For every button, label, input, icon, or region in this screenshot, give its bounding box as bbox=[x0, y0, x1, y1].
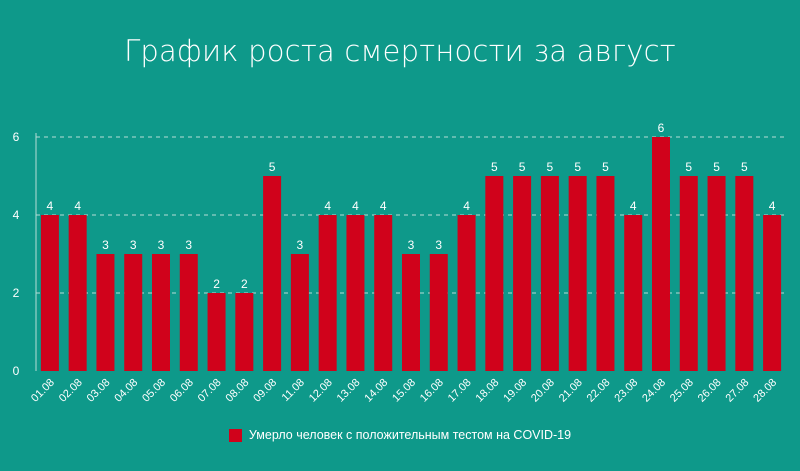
x-tick-label: 06.08 bbox=[168, 377, 196, 405]
data-label: 4 bbox=[463, 199, 470, 213]
data-label: 6 bbox=[658, 121, 665, 135]
data-label: 5 bbox=[574, 160, 581, 174]
bar bbox=[346, 215, 365, 371]
x-tick-label: 26.08 bbox=[696, 377, 724, 405]
data-label: 4 bbox=[352, 199, 359, 213]
x-tick-label: 18.08 bbox=[474, 377, 502, 405]
data-label: 5 bbox=[685, 160, 692, 174]
bar bbox=[318, 215, 337, 371]
bar bbox=[596, 176, 615, 371]
x-tick-label: 13.08 bbox=[335, 377, 363, 405]
data-label: 3 bbox=[102, 238, 109, 252]
x-tick-label: 05.08 bbox=[140, 377, 168, 405]
bar bbox=[707, 176, 726, 371]
y-tick-label: 4 bbox=[13, 208, 20, 222]
legend-label: Умерло человек с положительным тестом на… bbox=[248, 428, 572, 442]
x-tick-label: 28.08 bbox=[751, 377, 779, 405]
data-label: 3 bbox=[435, 238, 442, 252]
data-label: 4 bbox=[74, 199, 81, 213]
legend: Умерло человек с положительным тестом на… bbox=[0, 428, 800, 442]
data-label: 5 bbox=[741, 160, 748, 174]
bar bbox=[457, 215, 476, 371]
legend-swatch bbox=[228, 428, 242, 442]
x-tick-label: 01.08 bbox=[29, 377, 57, 405]
bar bbox=[402, 254, 420, 371]
x-tick-label: 24.08 bbox=[640, 377, 668, 405]
x-tick-label: 09.08 bbox=[251, 377, 279, 405]
data-label: 5 bbox=[547, 160, 554, 174]
x-tick-label: 08.08 bbox=[224, 377, 252, 405]
y-tick-label: 0 bbox=[13, 364, 20, 378]
bar bbox=[68, 215, 87, 371]
bar bbox=[40, 215, 59, 371]
bar bbox=[485, 176, 504, 371]
x-tick-label: 17.08 bbox=[446, 377, 474, 405]
data-label: 2 bbox=[241, 277, 248, 291]
bar bbox=[763, 215, 782, 371]
bar bbox=[540, 176, 559, 371]
x-tick-label: 19.08 bbox=[501, 377, 529, 405]
data-label: 3 bbox=[158, 238, 165, 252]
bar bbox=[207, 293, 226, 371]
x-tick-label: 11.08 bbox=[280, 377, 307, 404]
chart-title: График роста смертности за август bbox=[124, 34, 676, 68]
data-label: 5 bbox=[602, 160, 609, 174]
bar bbox=[290, 254, 309, 371]
bar bbox=[263, 176, 282, 371]
x-tick-label: 02.08 bbox=[57, 377, 85, 405]
x-tick-label: 23.08 bbox=[612, 377, 640, 405]
x-tick-label: 21.08 bbox=[557, 377, 585, 405]
data-label: 4 bbox=[47, 199, 54, 213]
y-tick-label: 6 bbox=[13, 130, 20, 144]
x-tick-label: 25.08 bbox=[668, 377, 696, 405]
x-tick-label: 16.08 bbox=[418, 377, 446, 405]
bar bbox=[96, 254, 115, 371]
x-tick-label: 22.08 bbox=[585, 377, 613, 405]
bar bbox=[624, 215, 643, 371]
data-label: 5 bbox=[713, 160, 720, 174]
x-tick-label: 07.08 bbox=[196, 377, 224, 405]
data-label: 4 bbox=[769, 199, 776, 213]
data-label: 3 bbox=[408, 238, 415, 252]
data-label: 2 bbox=[213, 277, 220, 291]
x-tick-label: 20.08 bbox=[529, 377, 557, 405]
y-tick-label: 2 bbox=[13, 286, 20, 300]
data-label: 4 bbox=[630, 199, 637, 213]
bar bbox=[235, 293, 254, 371]
data-label: 3 bbox=[297, 238, 304, 252]
data-label: 4 bbox=[324, 199, 331, 213]
bar bbox=[513, 176, 532, 371]
bar bbox=[568, 176, 587, 371]
x-tick-label: 03.08 bbox=[85, 377, 113, 405]
bar bbox=[679, 176, 698, 371]
bar bbox=[124, 254, 143, 371]
bar bbox=[652, 137, 670, 371]
bar bbox=[179, 254, 198, 371]
bar bbox=[429, 254, 448, 371]
data-label: 5 bbox=[491, 160, 498, 174]
bar bbox=[152, 254, 170, 371]
x-tick-label: 15.08 bbox=[390, 377, 418, 405]
x-tick-label: 12.08 bbox=[307, 377, 335, 405]
data-label: 3 bbox=[130, 238, 137, 252]
data-label: 5 bbox=[519, 160, 526, 174]
bar bbox=[735, 176, 754, 371]
data-label: 5 bbox=[269, 160, 276, 174]
data-label: 3 bbox=[185, 238, 192, 252]
bar bbox=[374, 215, 393, 371]
x-tick-label: 14.08 bbox=[362, 377, 390, 405]
data-label: 4 bbox=[380, 199, 387, 213]
x-tick-label: 27.08 bbox=[724, 377, 752, 405]
x-tick-label: 04.08 bbox=[112, 377, 140, 405]
